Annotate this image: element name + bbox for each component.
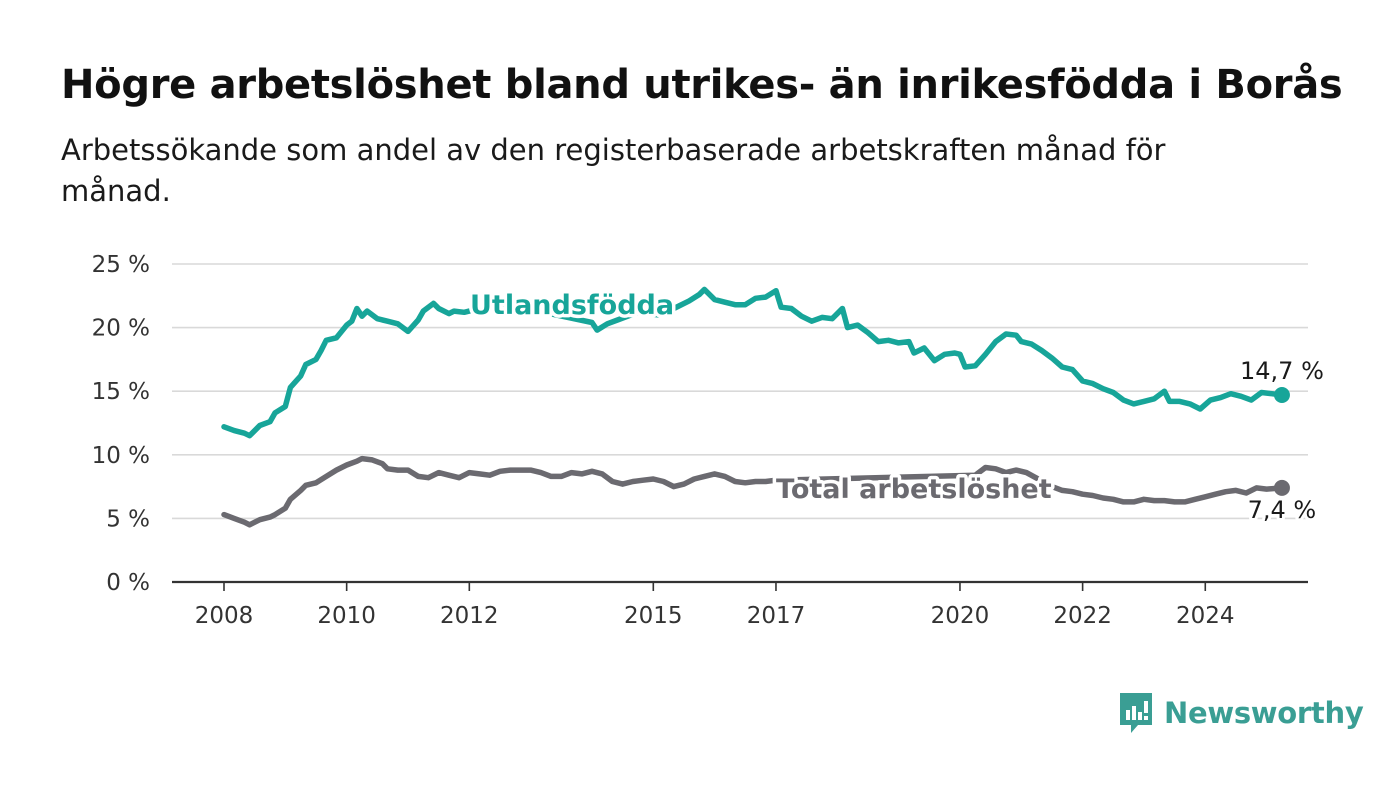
gridlines <box>172 263 1308 520</box>
y-axis-ticks: 0 % 5 % 10 % 15 % 20 % 25 % <box>92 252 150 596</box>
y-tick-label: 15 % <box>92 379 150 405</box>
series-total-label: Total arbetslöshet <box>776 474 1052 505</box>
series-utlandsfodda-end-label: 14,7 % <box>1240 357 1324 385</box>
x-tick-label: 2015 <box>624 603 683 629</box>
series-utlandsfodda-label: Utlandsfödda <box>470 290 674 321</box>
y-tick-label: 5 % <box>106 506 150 532</box>
series-total-end-label: 7,4 % <box>1248 496 1317 524</box>
chart-subtitle: Arbetssökande som andel av den registerb… <box>61 133 1166 209</box>
x-tick-label: 2024 <box>1176 603 1235 629</box>
y-tick-label: 20 % <box>92 316 150 342</box>
y-tick-label: 10 % <box>92 443 150 469</box>
y-tick-label: 0 % <box>106 570 150 596</box>
brand-name: Newsworthy <box>1164 696 1364 730</box>
x-tick-label: 2008 <box>195 603 254 629</box>
x-tick-label: 2010 <box>317 603 376 629</box>
chart-title: Högre arbetslöshet bland utrikes- än inr… <box>61 62 1343 108</box>
newsworthy-icon <box>1120 693 1152 733</box>
series-total-line <box>221 455 1285 528</box>
series-labels: Utlandsfödda 14,7 % Total arbetslöshet 7,4 … <box>467 287 1327 527</box>
x-tick-label: 2022 <box>1053 603 1112 629</box>
x-tick-label: 2012 <box>440 603 499 629</box>
series-utlandsfodda-line <box>221 286 1285 439</box>
brand-logo: Newsworthy <box>1118 690 1364 736</box>
x-tick-label: 2020 <box>931 603 990 629</box>
series-total-end-point <box>1273 479 1290 496</box>
y-tick-label: 25 % <box>92 252 150 278</box>
x-axis-ticks: 2008 2010 2012 2015 2017 2020 2022 2024 <box>195 582 1235 629</box>
series-utlandsfodda-end-point <box>1273 387 1290 404</box>
series-lines <box>221 286 1290 528</box>
x-tick-label: 2017 <box>747 603 806 629</box>
